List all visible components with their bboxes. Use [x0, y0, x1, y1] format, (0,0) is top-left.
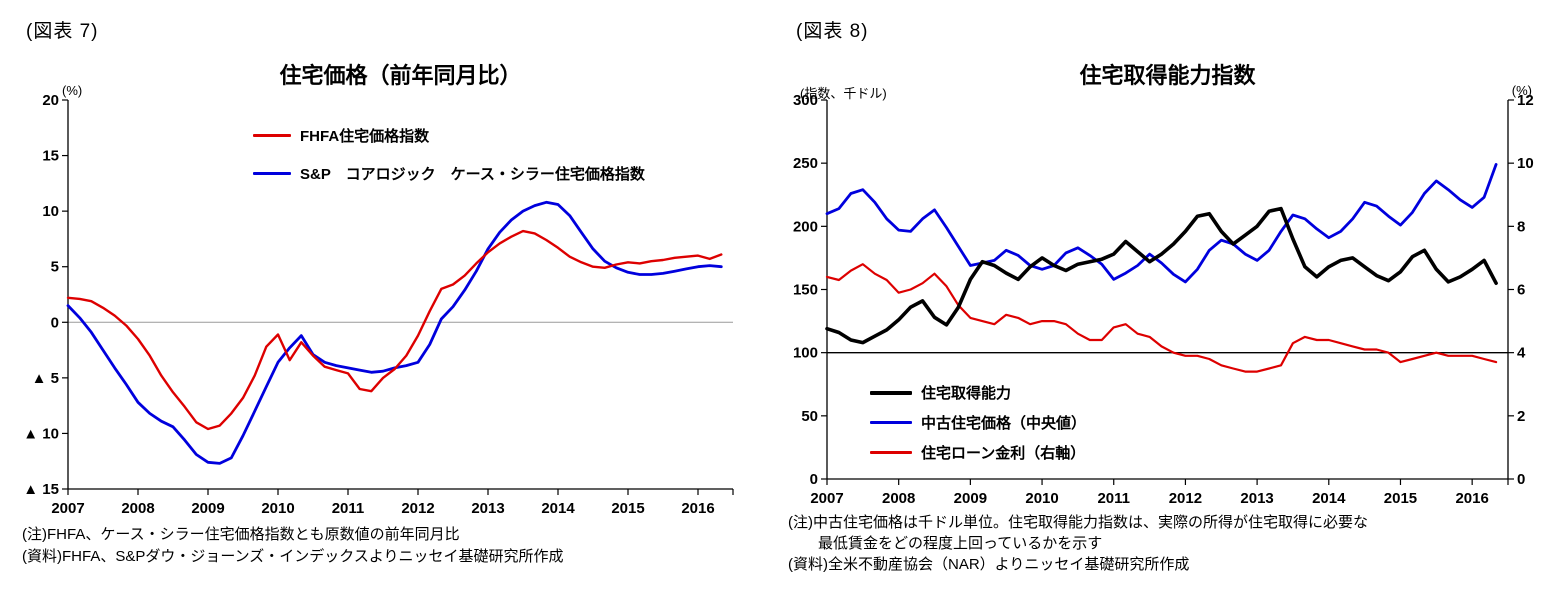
svg-text:200: 200	[793, 218, 818, 235]
svg-text:2012: 2012	[401, 500, 434, 517]
svg-text:2007: 2007	[51, 500, 84, 517]
fig8-left-axis-unit: (指数、千ドル)	[800, 86, 887, 101]
svg-text:15: 15	[42, 148, 59, 165]
fig7-source-line: (資料)FHFA、S&Pダウ・ジョーンズ・インデックスよりニッセイ基礎研究所作成	[22, 548, 564, 565]
affordability-line-swatch	[870, 390, 912, 395]
fig8-legend: 住宅取得能力 中古住宅価格（中央値） 住宅ローン金利（右軸）	[870, 382, 1086, 472]
case-shiller-line-swatch	[253, 171, 291, 175]
svg-text:5: 5	[51, 259, 59, 276]
fig8-source-line: (資料)全米不動産協会（NAR）よりニッセイ基礎研究所作成	[788, 556, 1190, 573]
median-price-line-swatch	[870, 421, 912, 424]
fig7-left-axis-unit: (%)	[62, 83, 83, 98]
svg-text:2016: 2016	[1455, 490, 1488, 507]
fig8-line-chart: 300 250 200 150 100 50 0 12 10 8 6 4 2 0 2007 2008 2009 2…	[793, 92, 1534, 507]
svg-text:50: 50	[801, 408, 818, 425]
svg-text:2010: 2010	[261, 500, 294, 517]
affordability-legend-label: 住宅取得能力	[921, 385, 1012, 402]
legend-item-affordability: 住宅取得能力	[870, 382, 1086, 403]
legend-item-mortgage-rate: 住宅ローン金利（右軸）	[870, 442, 1086, 463]
svg-text:2007: 2007	[810, 490, 843, 507]
legend-item-median-price: 中古住宅価格（中央値）	[870, 412, 1086, 433]
svg-text:2014: 2014	[541, 500, 575, 517]
svg-text:2011: 2011	[332, 500, 365, 517]
svg-text:2016: 2016	[681, 500, 714, 517]
svg-text:▲ 5: ▲ 5	[32, 370, 59, 387]
mortgage-rate-legend-label: 住宅ローン金利（右軸）	[921, 445, 1086, 462]
svg-text:4: 4	[1517, 345, 1526, 362]
svg-text:2013: 2013	[471, 500, 504, 517]
fhfa-line-swatch	[253, 133, 291, 137]
fig7-legend: FHFA住宅価格指数 S&P コアロジック ケース・シラー住宅価格指数	[253, 124, 645, 200]
mortgage-rate-line-swatch	[870, 451, 912, 454]
legend-item-case-shiller: S&P コアロジック ケース・シラー住宅価格指数	[253, 162, 645, 184]
svg-text:100: 100	[793, 345, 818, 362]
svg-text:300: 300	[793, 92, 818, 109]
fig7-panel: 20 15 10 5 0 ▲ 5 ▲ 10 ▲ 15 2007 2008 2009 2010 2011 2…	[0, 0, 770, 610]
fig8-panel: 300 250 200 150 100 50 0 12 10 8 6 4 2 0 2007 2008 2009 2…	[770, 0, 1548, 610]
svg-text:2014: 2014	[1312, 490, 1346, 507]
fig8-notes: (注)中古住宅価格は千ドル単位。住宅取得能力指数は、実際の所得が住宅取得に必要な…	[788, 512, 1368, 575]
svg-text:12: 12	[1517, 92, 1534, 109]
svg-text:2013: 2013	[1240, 490, 1273, 507]
svg-text:2015: 2015	[1384, 490, 1417, 507]
fig7-title: 住宅価格（前年同月比）	[279, 63, 522, 88]
fig8-title: 住宅取得能力指数	[1079, 63, 1256, 88]
legend-item-fhfa: FHFA住宅価格指数	[253, 124, 645, 146]
median-price-legend-label: 中古住宅価格（中央値）	[921, 415, 1087, 432]
svg-text:150: 150	[793, 282, 818, 299]
svg-text:2008: 2008	[882, 490, 915, 507]
svg-text:0: 0	[1517, 471, 1525, 488]
fig7-notes: (注)FHFA、ケース・シラー住宅価格指数とも原数値の前年同月比 (資料)FHF…	[22, 524, 564, 568]
svg-text:0: 0	[810, 471, 818, 488]
fig7-note-line-1: (注)FHFA、ケース・シラー住宅価格指数とも原数値の前年同月比	[22, 526, 460, 543]
svg-text:20: 20	[42, 92, 59, 109]
fig8-note-line-1: (注)中古住宅価格は千ドル単位。住宅取得能力指数は、実際の所得が住宅取得に必要な	[788, 514, 1368, 531]
fig7-label: (図表 7)	[26, 21, 99, 42]
fig8-label: (図表 8)	[796, 21, 869, 42]
svg-text:2015: 2015	[611, 500, 644, 517]
fig8-note-line-2: 最低賃金をどの程度上回っているかを示す	[788, 535, 1103, 552]
svg-text:0: 0	[51, 314, 59, 331]
svg-text:2008: 2008	[121, 500, 154, 517]
svg-text:250: 250	[793, 155, 818, 172]
svg-text:2009: 2009	[191, 500, 224, 517]
case-shiller-legend-label: S&P コアロジック ケース・シラー住宅価格指数	[300, 165, 645, 183]
svg-text:10: 10	[42, 203, 59, 220]
svg-text:▲ 15: ▲ 15	[23, 481, 59, 498]
fhfa-legend-label: FHFA住宅価格指数	[300, 127, 430, 145]
svg-text:2: 2	[1517, 408, 1525, 425]
svg-text:▲ 10: ▲ 10	[23, 425, 59, 442]
svg-text:2009: 2009	[954, 490, 987, 507]
svg-text:2012: 2012	[1169, 490, 1202, 507]
svg-text:8: 8	[1517, 218, 1525, 235]
fig8-right-axis-unit: (%)	[1511, 83, 1532, 98]
svg-text:10: 10	[1517, 155, 1534, 172]
svg-text:2011: 2011	[1097, 490, 1130, 507]
svg-text:6: 6	[1517, 282, 1525, 299]
svg-text:2010: 2010	[1025, 490, 1058, 507]
